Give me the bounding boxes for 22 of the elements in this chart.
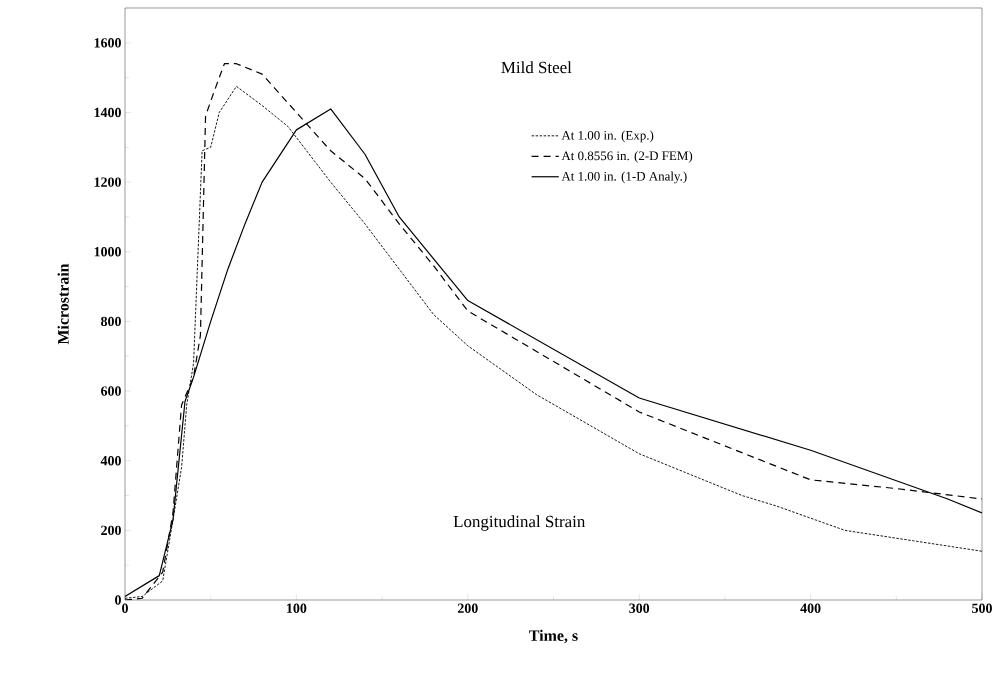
y-axis-title: Microstrain — [57, 263, 69, 345]
x-tick-label: 500 — [972, 603, 992, 613]
legend-label: At 1.00 in. (1-D Analy.) — [561, 171, 687, 184]
y-tick-label: 200 — [101, 525, 121, 536]
y-tick-label: 800 — [101, 316, 121, 327]
x-tick-label: 100 — [287, 603, 307, 613]
x-tick-label: 200 — [457, 603, 478, 613]
y-tick-label: 1000 — [94, 247, 121, 257]
y-tick-label: 600 — [101, 386, 121, 396]
y-tick-label: 1400 — [94, 107, 121, 118]
x-axis-title: Time, s — [529, 629, 578, 644]
legend-label: At 1.00 in. (Exp.) — [561, 130, 654, 143]
y-tick-label: 1600 — [94, 38, 121, 48]
annotation: Longitudinal Strain — [453, 515, 586, 531]
y-tick-label: 0 — [115, 595, 121, 605]
y-tick-label: 1200 — [94, 177, 121, 187]
legend-label: At 0.8556 in. (2-D FEM) — [561, 151, 693, 163]
x-tick-label: 300 — [629, 603, 650, 613]
x-tick-label: 400 — [800, 603, 821, 613]
y-tick-label: 400 — [100, 455, 121, 466]
x-tick-label: 0 — [122, 603, 128, 613]
text: Mild Steel — [501, 61, 572, 74]
